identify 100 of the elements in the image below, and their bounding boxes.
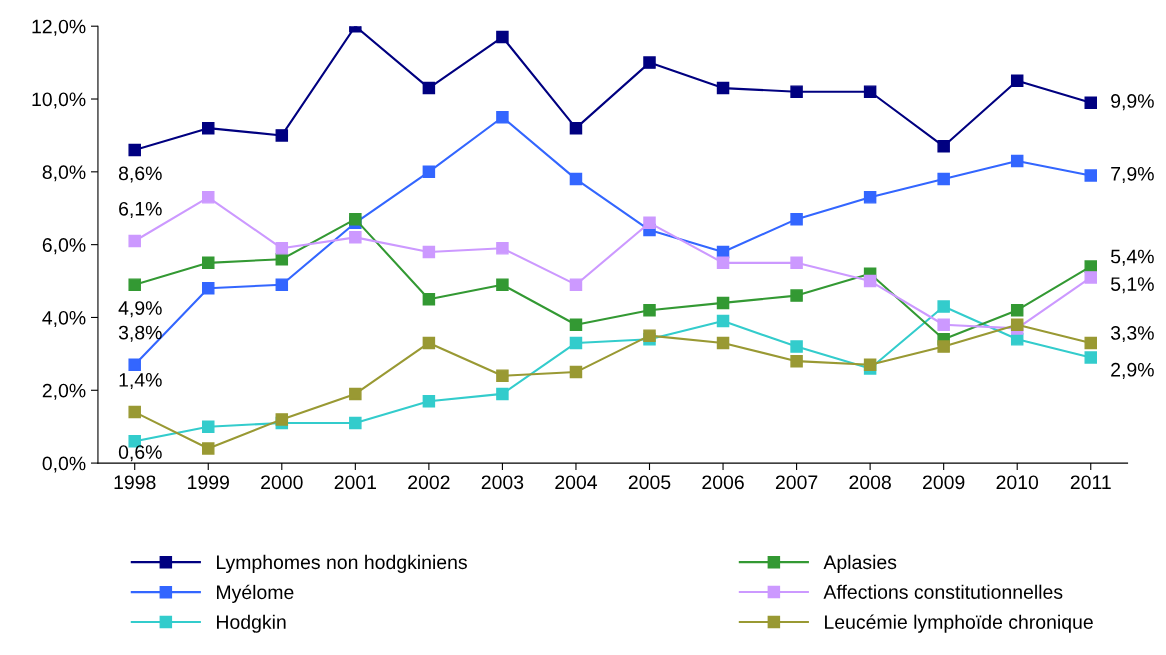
point	[1084, 351, 1098, 364]
annotation: 4,9%	[118, 301, 162, 318]
point	[422, 165, 436, 179]
x-tick-label: 1999	[188, 475, 229, 490]
point	[716, 296, 730, 310]
point	[937, 340, 950, 353]
point	[643, 216, 656, 230]
point	[496, 278, 509, 291]
point	[863, 358, 877, 372]
point	[569, 121, 583, 135]
point	[937, 300, 950, 313]
point	[422, 245, 436, 259]
y-tick-label: 6,0%	[42, 238, 86, 255]
annotation: 3,8%	[118, 325, 162, 342]
y-tick-label: 10,0%	[32, 92, 86, 109]
y-tick-label: 2,0%	[42, 383, 86, 400]
point	[1084, 336, 1098, 350]
point	[937, 140, 950, 153]
x-tick-label: 2008	[849, 475, 891, 490]
point	[790, 340, 803, 353]
legend-label: Leucémie lymphoïde chronique	[825, 614, 1093, 633]
y-tick-label: 0,0%	[42, 456, 86, 473]
point	[1084, 271, 1098, 284]
point	[422, 394, 436, 408]
point	[716, 314, 730, 328]
point	[202, 191, 215, 204]
point	[422, 336, 436, 350]
x-tick-label: 2011	[1070, 475, 1111, 490]
point	[643, 56, 656, 69]
point	[1084, 96, 1098, 109]
point	[349, 231, 362, 244]
point	[496, 242, 509, 255]
x-tick-label: 2002	[408, 475, 450, 490]
x-tick-label: 2007	[775, 475, 818, 490]
legend-label: Aplasies	[823, 554, 897, 573]
point	[1010, 74, 1024, 88]
point	[569, 365, 583, 379]
point	[937, 318, 950, 331]
point	[863, 191, 877, 204]
point	[349, 212, 362, 226]
point	[790, 256, 803, 270]
annotation: 2,9%	[1111, 362, 1154, 379]
y-tick-label: 8,0%	[42, 165, 86, 182]
point	[275, 413, 289, 426]
x-tick-label: 2005	[628, 475, 671, 490]
annotation: 5,4%	[1110, 249, 1154, 266]
point	[937, 172, 950, 186]
annotation: 3,3%	[1110, 326, 1154, 343]
x-tick-label: 2004	[555, 475, 598, 490]
point	[128, 234, 141, 248]
legend-label: Lymphomes non hodgkiniens	[217, 554, 467, 573]
x-tick-label: 1998	[114, 475, 156, 490]
point	[128, 405, 141, 419]
point	[202, 420, 215, 433]
point	[569, 278, 583, 291]
point	[1084, 169, 1098, 182]
point	[422, 293, 436, 306]
point	[202, 282, 215, 295]
annotation: 0,6%	[118, 445, 162, 462]
y-tick-label: 12,0%	[32, 19, 86, 36]
x-tick-label: 2009	[923, 475, 965, 490]
point	[1010, 154, 1024, 168]
point	[202, 442, 215, 455]
point	[863, 85, 877, 98]
annotation: 6,1%	[119, 201, 162, 218]
point	[202, 121, 215, 135]
legend-label: Myélome	[217, 584, 294, 603]
x-tick-label: 2003	[481, 475, 524, 490]
point	[716, 81, 730, 95]
point	[275, 242, 289, 255]
annotation: 9,9%	[1111, 94, 1154, 111]
point	[422, 81, 436, 95]
point	[496, 369, 509, 382]
point	[1010, 318, 1024, 331]
x-tick-label: 2010	[996, 475, 1039, 490]
point	[569, 336, 583, 350]
point	[128, 143, 141, 157]
point	[128, 278, 141, 291]
point	[790, 85, 803, 98]
point	[790, 289, 803, 302]
annotation: 7,9%	[1111, 166, 1154, 183]
point	[790, 354, 803, 368]
x-tick-label: 2000	[261, 475, 303, 490]
x-tick-label: 2006	[702, 475, 744, 490]
y-tick-label: 4,0%	[42, 310, 86, 327]
point	[569, 172, 583, 186]
point	[643, 303, 656, 317]
annotation: 8,6%	[118, 166, 162, 183]
point	[496, 110, 509, 124]
legend-label: Hodgkin	[217, 614, 286, 633]
point	[275, 129, 289, 142]
legend-label: Affections constitutionnelles	[823, 584, 1063, 599]
point	[349, 416, 362, 430]
point	[349, 387, 362, 401]
annotation: 5,1%	[1110, 277, 1154, 294]
point	[643, 329, 656, 342]
point	[569, 318, 583, 331]
point	[716, 256, 730, 270]
point	[1010, 303, 1024, 317]
point	[496, 387, 509, 401]
